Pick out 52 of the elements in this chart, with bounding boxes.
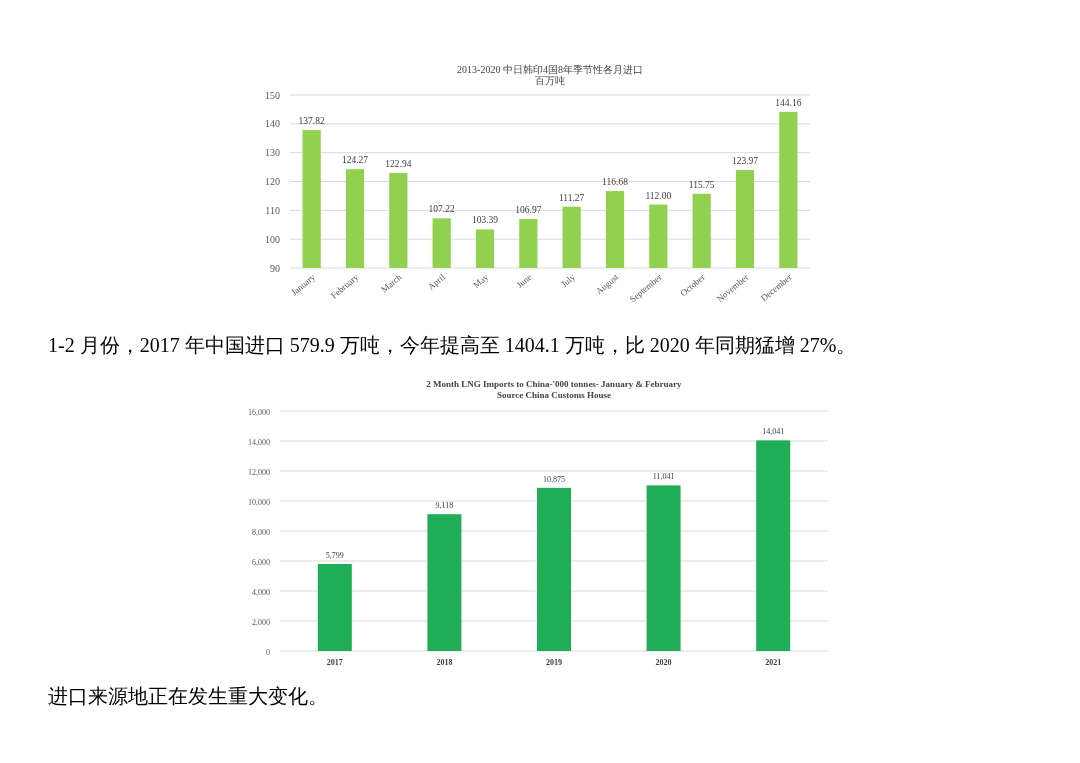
y-tick-label: 120	[265, 176, 280, 187]
y-tick-label: 14,000	[248, 437, 270, 447]
data-label: 124.27	[341, 155, 369, 166]
y-tick-label: 8,000	[252, 527, 270, 537]
y-tick-label: 16,000	[248, 407, 270, 417]
bar	[317, 564, 352, 651]
data-label: 9,118	[435, 501, 454, 511]
x-tick-label: July	[559, 271, 578, 290]
data-label: 103.39	[471, 215, 499, 226]
y-tick-label: 10,000	[248, 497, 270, 507]
chart-subtitle: 百万吨	[535, 75, 565, 86]
data-label: 144.16	[775, 97, 802, 108]
y-tick-label: 150	[265, 89, 280, 101]
data-label: 10,875	[543, 474, 565, 484]
data-label: 14,041	[762, 427, 785, 437]
x-tick-label: 2020	[655, 658, 672, 667]
chart-title: 2013-2020 中日韩印4国8年季节性各月进口	[457, 64, 643, 75]
text: 1-2 月份，2017 年中国进口 579.9 万吨，今年提高至 1404.1 万吨，比 2020 年同期猛增 27%。	[48, 334, 857, 356]
data-label: 107.22	[428, 204, 455, 215]
data-label: 122.94	[385, 159, 412, 170]
text: 进口来源地正在发生重大变化。	[48, 685, 328, 707]
y-tick-label: 2,000	[252, 617, 270, 627]
y-tick-label: 110	[265, 204, 280, 216]
bar	[427, 514, 462, 651]
y-tick-label: 140	[265, 118, 280, 130]
bar	[537, 487, 571, 651]
y-tick-label: 4,000	[252, 587, 270, 597]
data-label: 123.97	[731, 156, 759, 167]
x-tick-label: 2019	[546, 658, 562, 667]
y-tick-label: 100	[265, 233, 280, 245]
x-tick-label: 2018	[436, 658, 453, 667]
bar	[646, 485, 681, 651]
y-tick-label: 12,000	[248, 467, 270, 477]
y-tick-label: 0	[266, 647, 270, 657]
data-label: 115.75	[688, 179, 715, 190]
data-label: 112.00	[645, 190, 672, 201]
chart-subtitle: Source China Customs House	[496, 390, 612, 400]
data-label: 106.97	[515, 205, 542, 216]
x-tick-label: 2017	[326, 658, 343, 667]
y-tick-label: 6,000	[252, 557, 270, 567]
data-label: 111.27	[558, 192, 585, 203]
x-tick-label: June	[514, 271, 534, 291]
data-label: 5,799	[325, 551, 344, 561]
x-tick-label: May	[471, 271, 491, 291]
data-label: 116.68	[602, 177, 629, 188]
chart-title: 2 Month LNG Imports to China-'000 tonnes- January & February	[426, 379, 683, 389]
data-label: 11,041	[652, 472, 675, 482]
bar	[756, 440, 791, 651]
x-tick-label: 2021	[765, 658, 782, 667]
y-tick-label: 90	[270, 262, 280, 274]
y-tick-label: 130	[265, 147, 280, 159]
data-label: 137.82	[298, 116, 325, 127]
